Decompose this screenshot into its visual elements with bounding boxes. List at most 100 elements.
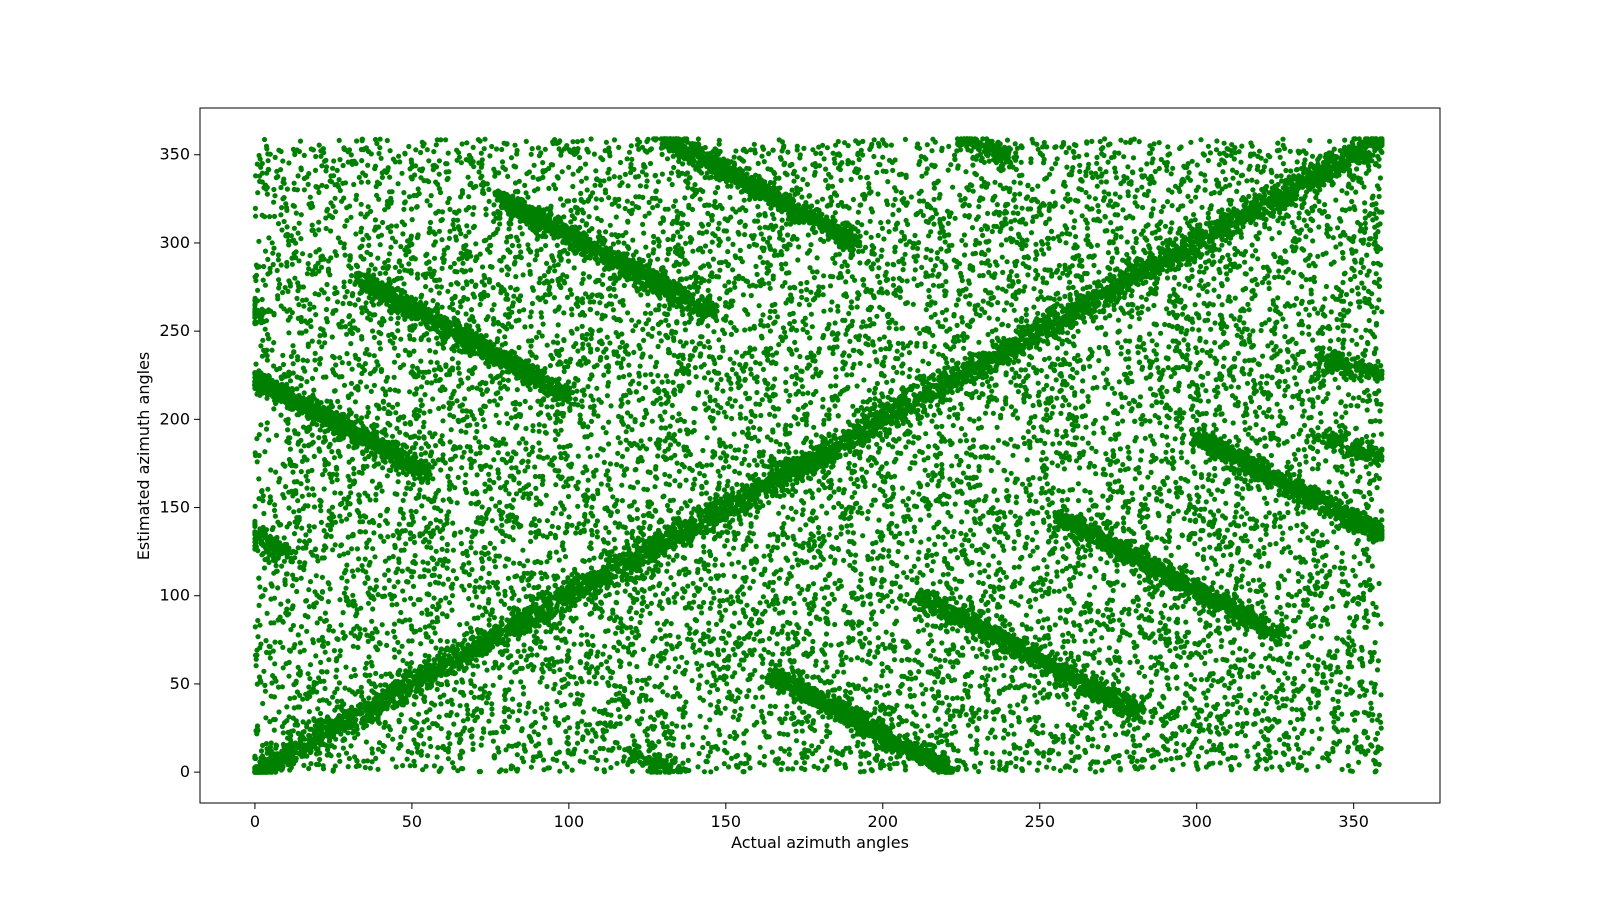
scatter-point xyxy=(958,380,964,386)
scatter-point xyxy=(1132,267,1138,274)
scatter-point xyxy=(330,430,337,436)
scatter-point xyxy=(919,402,925,408)
scatter-point xyxy=(896,404,902,410)
scatter-point xyxy=(623,552,629,558)
scatter-point xyxy=(1275,181,1281,188)
scatter-point xyxy=(378,707,384,713)
scatter-point xyxy=(1248,200,1254,206)
scatter-point xyxy=(465,642,471,648)
scatter-point xyxy=(847,448,853,454)
scatter-point xyxy=(1030,334,1036,340)
scatter-point xyxy=(1186,261,1193,267)
scatter-point xyxy=(753,489,759,495)
scatter-point xyxy=(342,724,348,730)
scatter-point xyxy=(1240,224,1246,230)
scatter-point xyxy=(418,673,425,679)
scatter-point xyxy=(326,721,332,727)
scatter-point xyxy=(385,701,391,707)
scatter-point xyxy=(400,657,406,664)
scatter-point xyxy=(349,711,355,717)
scatter-points xyxy=(252,136,1385,775)
scatter-point xyxy=(706,520,712,527)
scatter-point xyxy=(856,452,863,458)
scatter-point xyxy=(488,639,494,646)
scatter-point xyxy=(745,492,751,498)
scatter-point xyxy=(377,682,384,688)
scatter-point xyxy=(703,526,709,533)
scatter-point xyxy=(1233,229,1239,235)
scatter-point xyxy=(1306,179,1312,185)
scatter-point xyxy=(847,437,853,444)
scatter-point xyxy=(540,604,546,610)
scatter-point xyxy=(697,516,704,523)
scatter-point xyxy=(1226,217,1232,223)
scatter-point xyxy=(497,625,503,631)
scatter-point xyxy=(348,706,354,712)
scatter-point xyxy=(366,695,372,701)
scatter-point xyxy=(977,365,983,371)
scatter-point xyxy=(692,518,698,524)
scatter-point xyxy=(1263,208,1269,214)
scatter-point xyxy=(403,668,409,674)
scatter-point xyxy=(483,651,489,657)
scatter-point xyxy=(780,468,786,474)
scatter-point xyxy=(842,437,848,443)
scatter-point xyxy=(554,603,560,609)
scatter-point xyxy=(512,629,518,635)
scatter-point xyxy=(1312,166,1318,172)
scatter-point xyxy=(1342,137,1348,143)
scatter-point xyxy=(266,374,272,380)
scatter-point xyxy=(358,420,364,426)
scatter-point xyxy=(671,546,677,552)
scatter-point xyxy=(1352,136,1358,142)
scatter-point xyxy=(468,636,474,642)
scatter-point xyxy=(498,631,504,637)
scatter-point xyxy=(1337,148,1343,154)
scatter-point xyxy=(776,448,782,455)
scatter-point xyxy=(313,733,319,739)
scatter-point xyxy=(833,435,839,442)
scatter-point xyxy=(804,470,810,476)
scatter-point xyxy=(1138,294,1145,300)
scatter-point xyxy=(324,729,330,736)
scatter-point xyxy=(624,581,630,587)
scatter-point xyxy=(738,494,745,500)
scatter-point xyxy=(786,449,792,456)
scatter-point xyxy=(1269,179,1275,185)
scatter-point xyxy=(1184,253,1191,259)
scatter-point xyxy=(826,433,832,439)
scatter-point xyxy=(1365,136,1371,142)
scatter-point xyxy=(1111,302,1117,308)
scatter-point xyxy=(1326,164,1332,170)
scatter-point xyxy=(486,622,492,628)
scatter-point xyxy=(572,590,578,597)
scatter-point xyxy=(1228,232,1234,238)
scatter-point xyxy=(761,471,767,478)
scatter-point xyxy=(1005,323,1011,329)
scatter-point xyxy=(793,470,799,476)
scatter-point xyxy=(548,607,554,613)
scatter-point xyxy=(724,508,730,514)
scatter-point xyxy=(934,402,941,408)
scatter-point xyxy=(585,587,591,593)
scatter-point xyxy=(1097,283,1104,289)
scatter-point xyxy=(598,588,604,594)
scatter-point xyxy=(937,394,943,400)
scatter-point xyxy=(1164,268,1170,274)
scatter-point xyxy=(982,365,988,371)
scatter-point xyxy=(586,596,592,602)
scatter-point xyxy=(894,419,900,425)
scatter-point xyxy=(986,352,992,358)
scatter-point xyxy=(1379,137,1385,143)
scatter-point xyxy=(1331,146,1337,152)
scatter-point xyxy=(318,732,324,738)
scatter-point xyxy=(1024,337,1030,343)
scatter-point xyxy=(1109,280,1115,286)
scatter-point xyxy=(859,432,865,438)
scatter-point xyxy=(1252,192,1258,198)
scatter-point xyxy=(1246,193,1252,199)
scatter-point xyxy=(955,360,961,366)
scatter-point xyxy=(734,481,740,487)
scatter-point xyxy=(475,663,481,669)
